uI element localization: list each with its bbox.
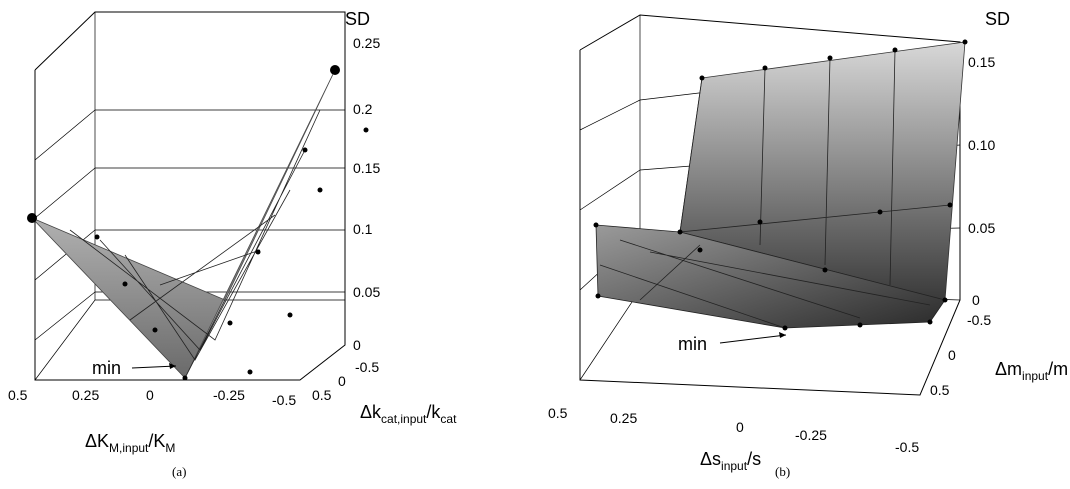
label-part: M,input [109, 441, 149, 455]
z-tick: 0.05 [353, 284, 380, 300]
annotation-arrow [719, 334, 787, 344]
x-tick: -0.25 [213, 387, 245, 403]
caption: (b) [775, 464, 790, 479]
label-part: ΔK [85, 431, 109, 451]
y-tick: 0.5 [312, 387, 332, 403]
panel-a: SD 0.25 0.2 0.15 0.1 0.05 0 0.5 0.25 0 -… [8, 9, 457, 479]
label-part: /k [426, 402, 441, 422]
x-tick: -0.25 [795, 427, 827, 443]
label-part: /s [747, 449, 761, 469]
x-tick: 0.5 [8, 387, 28, 403]
annotation: min [92, 358, 121, 378]
annotation-arrow [131, 365, 177, 369]
surface [27, 65, 369, 381]
label-part: Δm [995, 359, 1022, 379]
label-part: input [721, 459, 748, 473]
label-part: /m [1048, 359, 1068, 379]
label-part: M [165, 441, 175, 455]
z-tick: 0.15 [353, 160, 380, 176]
y-label: Δkcat,input/kcat [360, 402, 457, 426]
surface [593, 39, 968, 331]
y-tick: -0.5 [355, 359, 379, 375]
y-tick: 0.5 [930, 382, 950, 398]
box [34, 11, 346, 381]
y-tick: 0 [948, 347, 956, 363]
label-part: cat [440, 412, 457, 426]
x-tick: 0.5 [548, 405, 568, 421]
x-tick: -0.5 [272, 392, 296, 408]
annotation: min [678, 334, 707, 354]
z-tick: 0.2 [353, 101, 373, 117]
z-tick: 0 [972, 292, 980, 308]
x-tick: 0.25 [72, 387, 99, 403]
z-tick: 0 [353, 337, 361, 353]
x-tick: 0.25 [610, 410, 637, 426]
label-part: /K [148, 431, 165, 451]
panel-b: SD 0.15 0.10 0.05 0 0.5 0.25 0 -0.25 -0.… [548, 9, 1068, 479]
label-part: Δk [360, 402, 382, 422]
caption: (a) [172, 464, 186, 479]
label-part: input [1022, 369, 1049, 383]
label-part: cat,input [381, 412, 427, 426]
y-label: Δminput/m [995, 359, 1068, 383]
y-tick: 0 [338, 373, 346, 389]
z-label: SD [985, 9, 1010, 29]
z-tick: 0.25 [353, 35, 380, 51]
z-label: SD [345, 9, 370, 29]
label-part: Δs [700, 449, 721, 469]
x-label: Δsinput/s [700, 449, 761, 473]
x-tick: 0 [736, 419, 744, 435]
y-tick: -0.5 [967, 312, 991, 328]
x-label: ΔKM,input/KM [85, 431, 175, 455]
z-tick: 0.05 [968, 220, 995, 236]
x-tick: 0 [146, 387, 154, 403]
z-tick: 0.15 [968, 54, 995, 70]
z-tick: 0.10 [968, 137, 995, 153]
x-tick: -0.5 [895, 439, 919, 455]
z-tick: 0.1 [353, 221, 373, 237]
